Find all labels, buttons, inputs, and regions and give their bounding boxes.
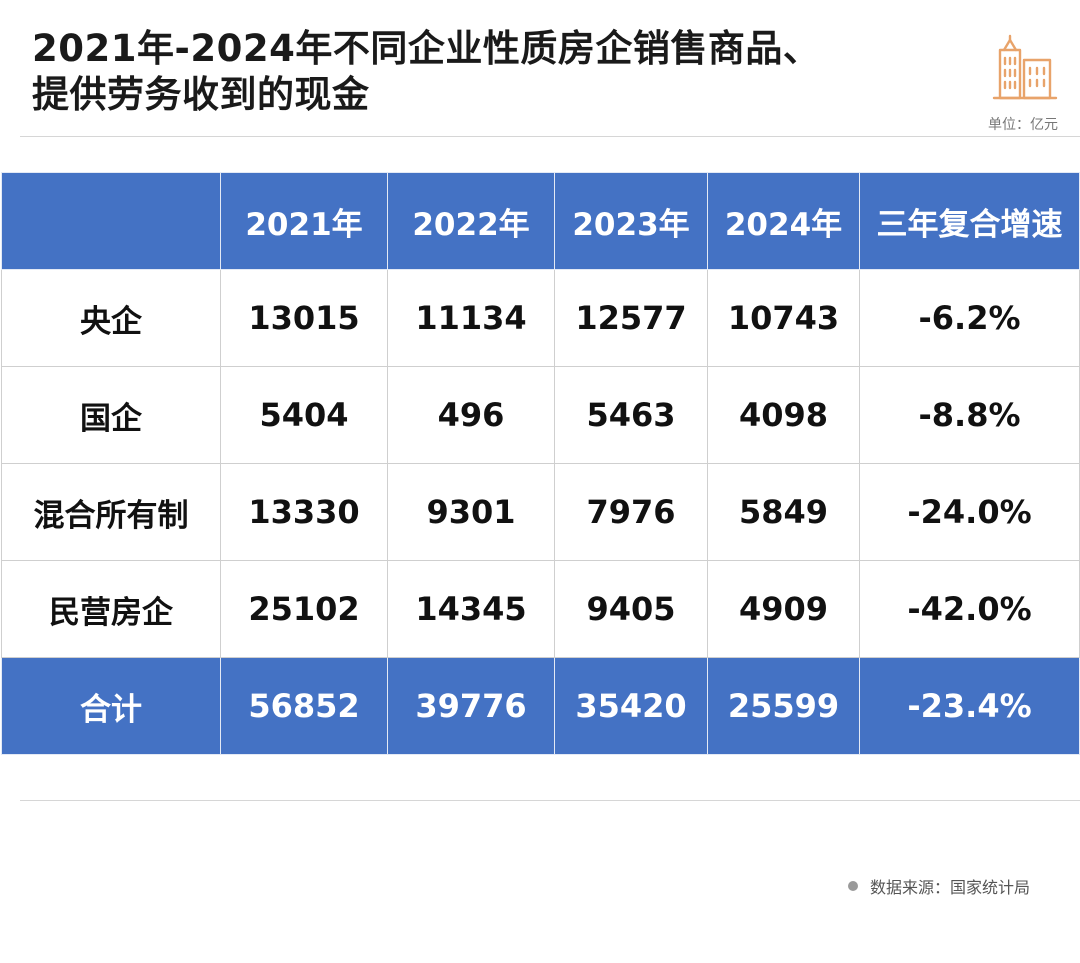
row-label: 国企 xyxy=(1,366,221,464)
table-cell: 5463 xyxy=(554,366,708,464)
table-cell: 9301 xyxy=(387,463,555,561)
table-row: 混合所有制 13330 9301 7976 5849 -24.0% xyxy=(1,463,1080,561)
header-cell xyxy=(1,172,221,270)
table-cell: 7976 xyxy=(554,463,708,561)
table-cell: -6.2% xyxy=(859,269,1080,367)
row-label: 央企 xyxy=(1,269,221,367)
building-icon xyxy=(992,34,1058,100)
table-cell: -8.8% xyxy=(859,366,1080,464)
table-cell: 496 xyxy=(387,366,555,464)
table-cell: 5404 xyxy=(220,366,388,464)
table-row: 民营房企 25102 14345 9405 4909 -42.0% xyxy=(1,560,1080,658)
table-cell: 35420 xyxy=(554,657,708,755)
table-cell: -24.0% xyxy=(859,463,1080,561)
header-cell: 2021年 xyxy=(220,172,388,270)
table-cell: 39776 xyxy=(387,657,555,755)
title-line-1: 2021年-2024年不同企业性质房企销售商品、 xyxy=(32,27,821,70)
table-cell: -23.4% xyxy=(859,657,1080,755)
table-cell: 11134 xyxy=(387,269,555,367)
row-label: 混合所有制 xyxy=(1,463,221,561)
table-cell: 13330 xyxy=(220,463,388,561)
table-cell: 13015 xyxy=(220,269,388,367)
header-cell: 2024年 xyxy=(707,172,860,270)
header-cell: 2023年 xyxy=(554,172,708,270)
row-label: 民营房企 xyxy=(1,560,221,658)
table-cell: 10743 xyxy=(707,269,860,367)
source-note: 数据来源：国家统计局 xyxy=(847,874,1030,898)
table-cell: -42.0% xyxy=(859,560,1080,658)
table-cell: 14345 xyxy=(387,560,555,658)
table-cell: 56852 xyxy=(220,657,388,755)
table-row: 央企 13015 11134 12577 10743 -6.2% xyxy=(1,269,1080,367)
title-line-2: 提供劳务收到的现金 xyxy=(32,73,370,116)
table-cell: 5849 xyxy=(707,463,860,561)
table-cell: 9405 xyxy=(554,560,708,658)
table-cell: 25599 xyxy=(707,657,860,755)
bottom-divider xyxy=(20,800,1080,801)
unit-label: 单位：亿元 xyxy=(988,117,1058,133)
row-label: 合计 xyxy=(1,657,221,755)
top-divider xyxy=(20,136,1080,137)
bullet-dot-icon xyxy=(847,881,858,891)
table-cell: 12577 xyxy=(554,269,708,367)
header-cell: 2022年 xyxy=(387,172,555,270)
table-row: 国企 5404 496 5463 4098 -8.8% xyxy=(1,366,1080,464)
header-row: 2021年 2022年 2023年 2024年 三年复合增速 xyxy=(1,172,1080,270)
table-cell: 4909 xyxy=(707,560,860,658)
total-row: 合计 56852 39776 35420 25599 -23.4% xyxy=(1,657,1080,755)
header-cell: 三年复合增速 xyxy=(859,172,1080,270)
table-cell: 4098 xyxy=(707,366,860,464)
page-title: 2021年-2024年不同企业性质房企销售商品、 提供劳务收到的现金 xyxy=(32,26,932,118)
table-cell: 25102 xyxy=(220,560,388,658)
source-text: 数据来源：国家统计局 xyxy=(869,878,1030,897)
data-table: 2021年 2022年 2023年 2024年 三年复合增速 央企 13015 … xyxy=(1,172,1080,755)
